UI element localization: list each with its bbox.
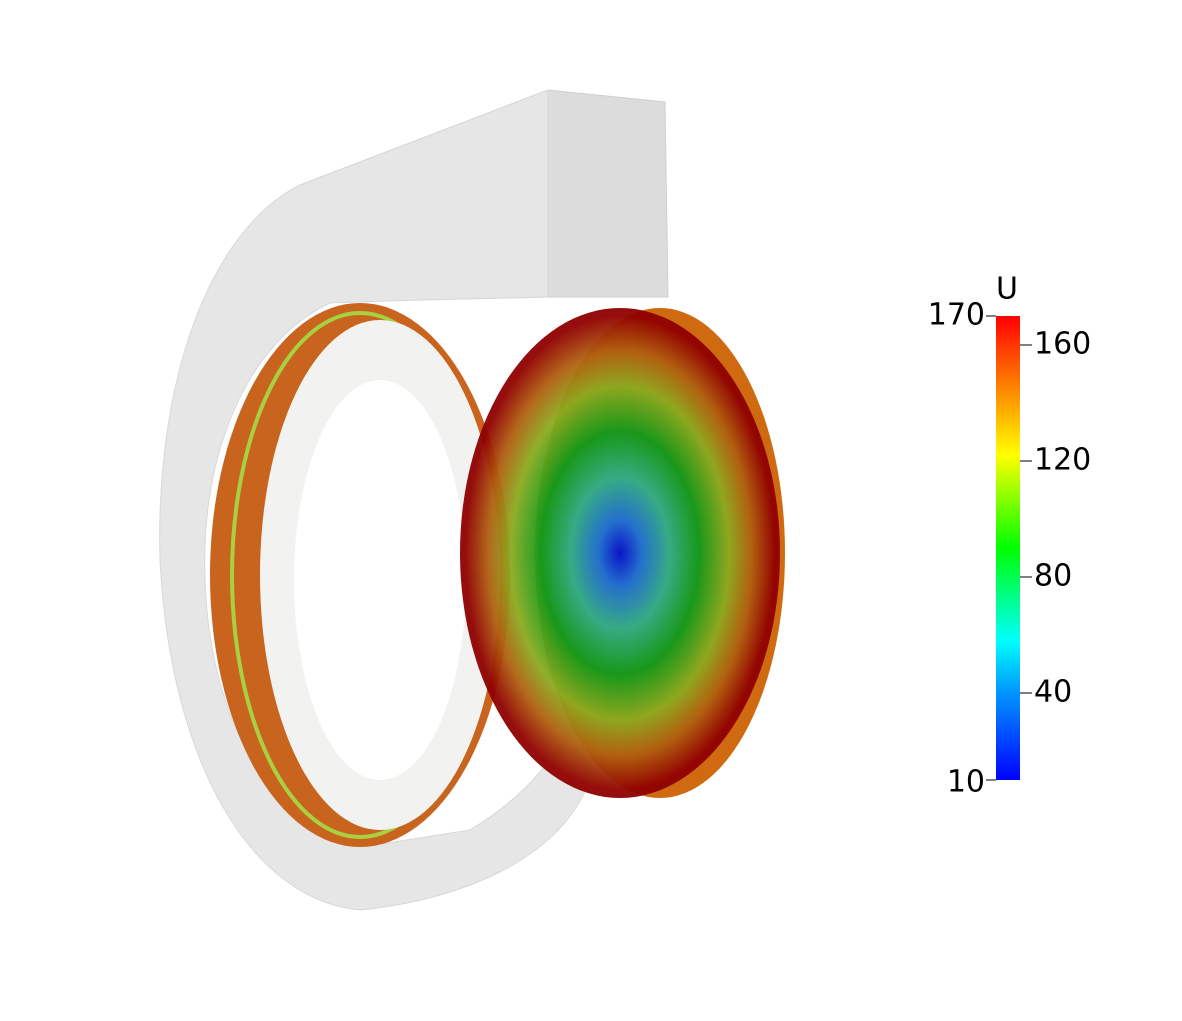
- tick-label: 80: [1034, 559, 1072, 594]
- tick-label: 120: [1034, 443, 1091, 478]
- range-max-label: 170: [928, 298, 985, 333]
- ring-hole: [294, 380, 466, 780]
- tick-label: 160: [1034, 327, 1091, 362]
- impeller-disc: [460, 308, 780, 798]
- tick-label: 40: [1034, 675, 1072, 710]
- scene: [159, 89, 785, 911]
- color-bar: [996, 316, 1020, 780]
- legend-title: U: [996, 272, 1018, 307]
- range-min-label: 10: [947, 765, 985, 800]
- color-legend: U 170 10 40 80 120 160: [928, 272, 1092, 800]
